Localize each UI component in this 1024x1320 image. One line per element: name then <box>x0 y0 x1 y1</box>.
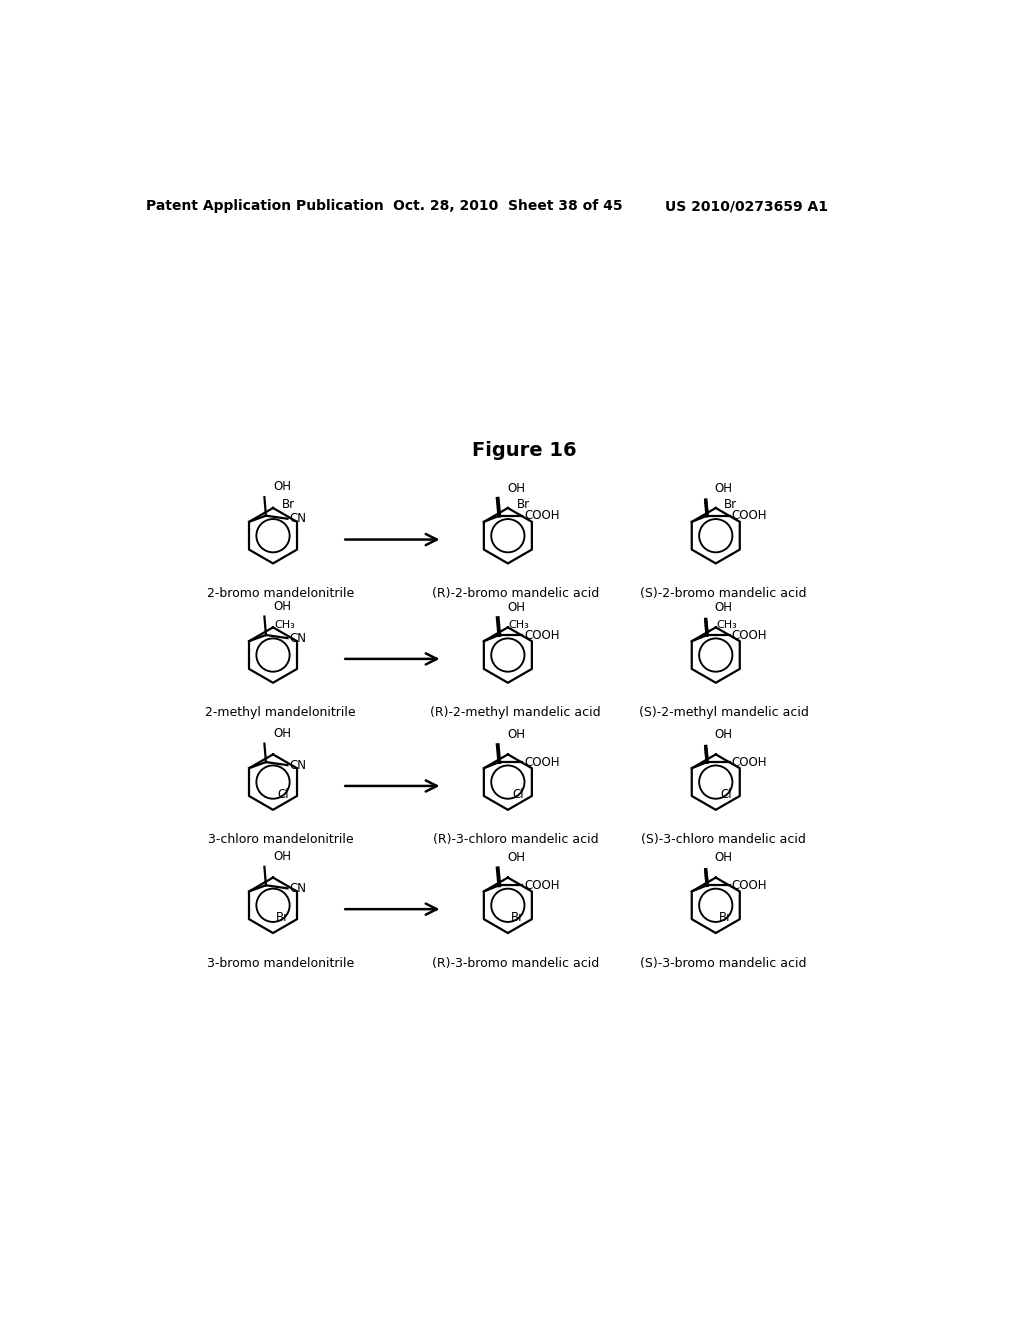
Text: OH: OH <box>273 599 292 612</box>
Text: Cl: Cl <box>513 788 524 801</box>
Text: 2-methyl mandelonitrile: 2-methyl mandelonitrile <box>206 706 356 719</box>
Text: Br: Br <box>511 911 524 924</box>
Text: (S)-2-methyl mandelic acid: (S)-2-methyl mandelic acid <box>639 706 808 719</box>
Text: Cl: Cl <box>278 788 290 801</box>
Text: CN: CN <box>289 759 306 772</box>
Text: OH: OH <box>715 601 733 614</box>
Text: (R)-2-bromo mandelic acid: (R)-2-bromo mandelic acid <box>432 587 599 601</box>
Text: COOH: COOH <box>524 510 559 523</box>
Text: OH: OH <box>715 482 733 495</box>
Text: Br: Br <box>724 498 737 511</box>
Text: COOH: COOH <box>732 628 767 642</box>
Text: COOH: COOH <box>732 510 767 523</box>
Text: CH₃: CH₃ <box>509 620 529 631</box>
Text: OH: OH <box>507 729 525 742</box>
Text: (S)-2-bromo mandelic acid: (S)-2-bromo mandelic acid <box>640 587 807 601</box>
Text: (R)-3-bromo mandelic acid: (R)-3-bromo mandelic acid <box>432 957 599 970</box>
Text: Patent Application Publication: Patent Application Publication <box>146 199 384 213</box>
Text: Oct. 28, 2010  Sheet 38 of 45: Oct. 28, 2010 Sheet 38 of 45 <box>393 199 623 213</box>
Text: COOH: COOH <box>524 628 559 642</box>
Text: 3-chloro mandelonitrile: 3-chloro mandelonitrile <box>208 833 353 846</box>
Text: Br: Br <box>719 911 732 924</box>
Text: CN: CN <box>289 512 306 525</box>
Text: (R)-3-chloro mandelic acid: (R)-3-chloro mandelic acid <box>433 833 598 846</box>
Text: OH: OH <box>507 601 525 614</box>
Text: COOH: COOH <box>524 879 559 892</box>
Text: 2-bromo mandelonitrile: 2-bromo mandelonitrile <box>207 587 354 601</box>
Text: CH₃: CH₃ <box>717 620 737 631</box>
Text: OH: OH <box>273 850 292 863</box>
Text: COOH: COOH <box>732 755 767 768</box>
Text: (S)-3-chloro mandelic acid: (S)-3-chloro mandelic acid <box>641 833 806 846</box>
Text: OH: OH <box>273 480 292 494</box>
Text: COOH: COOH <box>524 755 559 768</box>
Text: CN: CN <box>289 631 306 644</box>
Text: OH: OH <box>507 482 525 495</box>
Text: OH: OH <box>715 851 733 865</box>
Text: Figure 16: Figure 16 <box>472 441 578 461</box>
Text: CH₃: CH₃ <box>274 620 295 631</box>
Text: 3-bromo mandelonitrile: 3-bromo mandelonitrile <box>207 957 354 970</box>
Text: OH: OH <box>715 729 733 742</box>
Text: COOH: COOH <box>732 879 767 892</box>
Text: Br: Br <box>276 911 290 924</box>
Text: US 2010/0273659 A1: US 2010/0273659 A1 <box>665 199 828 213</box>
Text: Br: Br <box>282 498 295 511</box>
Text: Br: Br <box>516 498 529 511</box>
Text: (S)-3-bromo mandelic acid: (S)-3-bromo mandelic acid <box>640 957 807 970</box>
Text: CN: CN <box>289 882 306 895</box>
Text: OH: OH <box>273 727 292 739</box>
Text: OH: OH <box>507 851 525 865</box>
Text: (R)-2-methyl mandelic acid: (R)-2-methyl mandelic acid <box>430 706 601 719</box>
Text: Cl: Cl <box>721 788 732 801</box>
